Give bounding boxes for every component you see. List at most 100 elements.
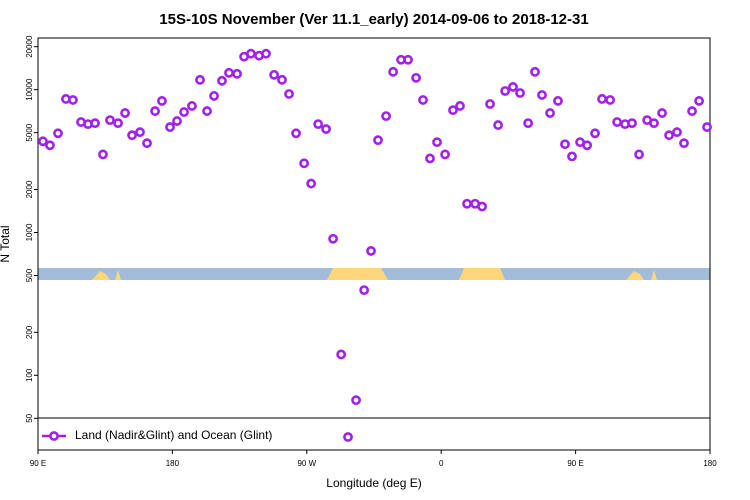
point (261, 48, 271, 59)
point (120, 108, 130, 118)
point (336, 349, 347, 360)
point (343, 432, 353, 442)
point (627, 118, 637, 129)
point (150, 106, 160, 116)
point (157, 96, 167, 106)
point (53, 128, 63, 139)
point (172, 116, 182, 126)
y-tick-label: 500 (25, 268, 34, 282)
chart-title: 15S-10S November (Ver 11.1_early) 2014-0… (159, 11, 588, 28)
point (179, 107, 189, 117)
point (425, 153, 435, 164)
point (68, 95, 78, 105)
point (313, 119, 324, 129)
x-axis-label: Longitude (deg E) (326, 476, 421, 490)
y-tick-label: 10000 (25, 78, 34, 101)
point (45, 140, 55, 151)
point (90, 118, 100, 129)
point (277, 74, 287, 85)
point (493, 120, 503, 130)
point (232, 68, 242, 79)
point (567, 151, 577, 162)
point (432, 137, 442, 148)
point (142, 138, 152, 149)
y-tick-label: 5000 (25, 123, 34, 141)
point (440, 149, 450, 160)
point (165, 122, 175, 132)
point (351, 395, 361, 406)
point (605, 95, 615, 105)
point (687, 106, 697, 116)
point (98, 149, 108, 160)
point (537, 90, 547, 100)
point (508, 82, 518, 92)
point (306, 178, 317, 189)
y-tick-label: 1000 (25, 223, 34, 241)
point (455, 101, 465, 111)
point (649, 118, 659, 129)
y-axis-label: N Total (0, 225, 12, 262)
point (127, 130, 137, 141)
point (388, 66, 399, 77)
point (590, 128, 600, 139)
point (694, 96, 704, 106)
point (321, 124, 331, 134)
point (553, 96, 563, 106)
point (328, 233, 338, 244)
point (105, 115, 115, 126)
point (135, 127, 145, 138)
point (560, 139, 570, 150)
x-tick-label: 180 (166, 459, 180, 468)
point (477, 201, 488, 212)
point (523, 118, 534, 129)
x-tick-label: 90 E (30, 459, 46, 468)
land-patch (92, 271, 110, 280)
point (38, 136, 48, 147)
x-tick-label: 180 (703, 459, 717, 468)
y-tick-label: 50 (25, 413, 34, 422)
point (545, 108, 555, 118)
point (582, 140, 592, 151)
point (634, 149, 644, 160)
y-tick-label: 2000 (25, 180, 34, 198)
y-tick-label: 100 (25, 368, 34, 382)
point (448, 105, 458, 116)
legend-swatch (49, 431, 59, 441)
point (500, 86, 511, 96)
y-tick-label: 20000 (25, 35, 34, 58)
point (403, 54, 413, 65)
land-patch (651, 270, 657, 280)
land-ocean-strip (38, 268, 710, 280)
point (359, 285, 370, 296)
legend-label: Land (Nadir&Glint) and Ocean (Glint) (75, 428, 272, 442)
point (664, 130, 674, 141)
point (113, 118, 123, 129)
point (381, 111, 391, 121)
land-patch (626, 271, 644, 280)
point (411, 72, 422, 83)
x-tick-label: 90 E (567, 459, 583, 468)
point (418, 95, 428, 105)
point (209, 91, 219, 101)
point (269, 69, 279, 80)
point (672, 127, 682, 138)
x-tick-label: 90 W (297, 459, 316, 468)
point (702, 122, 712, 132)
land-patch (115, 270, 121, 280)
point (299, 158, 310, 169)
point (530, 66, 540, 77)
point (284, 89, 294, 99)
point (217, 75, 227, 86)
point (291, 128, 301, 139)
point (485, 99, 495, 109)
point (195, 74, 205, 85)
point (679, 138, 689, 149)
point (366, 246, 376, 256)
plot-frame (37, 37, 711, 451)
land-patch (327, 268, 388, 280)
land-patch (459, 268, 505, 280)
point (515, 88, 525, 98)
y-tick-label: 200 (25, 325, 34, 339)
x-tick-label: 0 (439, 459, 444, 468)
